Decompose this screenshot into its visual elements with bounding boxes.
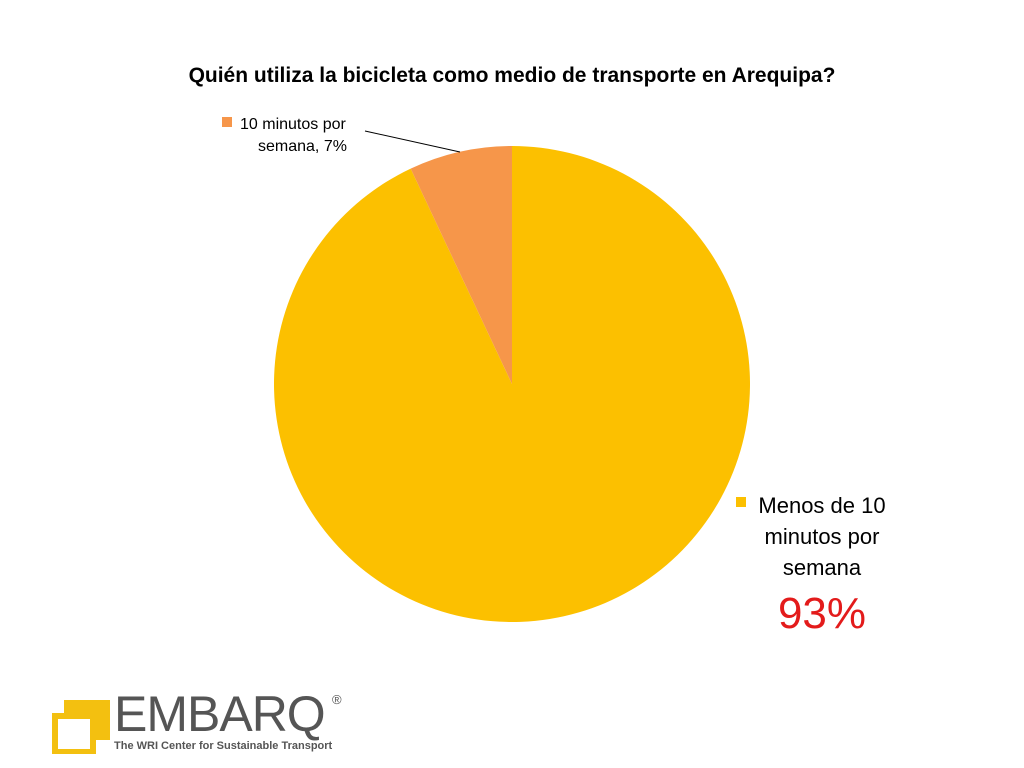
legend-swatch-small: [222, 117, 232, 127]
data-label-large-line2: minutos por: [764, 524, 880, 549]
pie-slice-2: [410, 146, 512, 384]
data-label-small-line2: semana, 7%: [258, 138, 347, 155]
data-label-large-line1: Menos de 10: [758, 493, 886, 518]
embarq-logo-icon: [52, 700, 110, 755]
legend-swatch-large: [736, 497, 746, 507]
logo-registered-mark: ®: [332, 692, 342, 707]
chart-title: Quién utiliza la bicicleta como medio de…: [188, 64, 836, 87]
logo-tagline: The WRI Center for Sustainable Transport: [114, 740, 333, 752]
leader-line: [364, 130, 461, 153]
logo-wordmark: EMBARQ: [114, 686, 326, 742]
pie-slice-1: [273, 146, 750, 623]
data-label-small-slice: 10 minutos por semana, 7%: [222, 114, 392, 158]
data-label-small-line1: 10 minutos por: [240, 116, 346, 133]
data-label-large-slice: Menos de 10 minutos por semana 93%: [732, 490, 912, 643]
data-label-large-percent: 93%: [777, 589, 867, 638]
embarq-logo: EMBARQ ® The WRI Center for Sustainable …: [50, 686, 350, 755]
data-label-large-line3: semana: [782, 555, 862, 580]
